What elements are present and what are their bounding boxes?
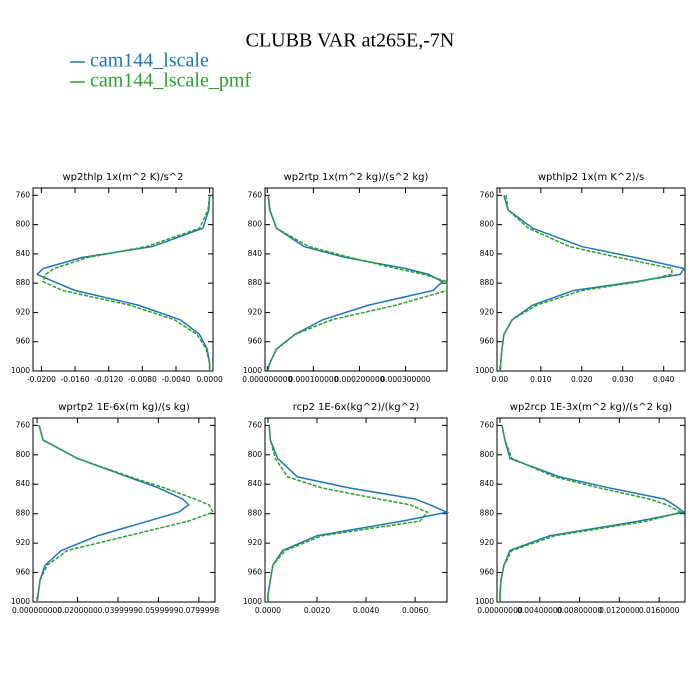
panel-title: wp2rtp 1x(m^2 kg)/(s^2 kg) <box>284 172 429 183</box>
x-tick-label: 0.000100000 <box>288 375 338 384</box>
y-tick-label: 800 <box>16 450 31 459</box>
x-tick-label: 0.0200000 <box>57 606 98 615</box>
y-tick-label: 760 <box>480 420 495 429</box>
y-tick-label: 920 <box>16 307 31 316</box>
x-tick-label: 0.0060 <box>402 606 428 615</box>
series-line <box>267 195 448 372</box>
figure-title: CLUBB VAR at265E,-7N <box>246 30 455 52</box>
y-tick-label: 1000 <box>475 597 494 606</box>
y-tick-label: 880 <box>248 509 263 518</box>
x-tick-label: 0.000200000 <box>334 375 384 384</box>
x-tick-label: 0.0160000 <box>639 606 680 615</box>
y-tick-label: 840 <box>16 249 31 258</box>
y-tick-label: 960 <box>16 337 31 346</box>
y-tick-label: 760 <box>16 420 31 429</box>
y-tick-label: 1000 <box>11 597 30 606</box>
series-line <box>267 425 429 602</box>
y-tick-label: 880 <box>480 278 495 287</box>
y-tick-label: 880 <box>16 278 31 287</box>
y-tick-label: 800 <box>480 220 495 229</box>
y-tick-label: 960 <box>248 568 263 577</box>
panel-title: rcp2 1E-6x(kg^2)/(kg^2) <box>293 402 420 413</box>
series-line <box>36 425 215 603</box>
y-tick-label: 920 <box>16 538 31 547</box>
series-line <box>499 425 684 602</box>
y-tick-label: 800 <box>16 220 31 229</box>
y-tick-label: 760 <box>16 190 31 199</box>
y-tick-label: 1000 <box>243 366 262 375</box>
panel-title: wpthlp2 1x(m K^2)/s <box>538 172 644 183</box>
y-tick-label: 800 <box>248 220 263 229</box>
x-tick-label: 0.0020 <box>304 606 330 615</box>
x-tick-label: 0.030 <box>612 375 634 384</box>
x-tick-label: -0.0160 <box>61 375 90 384</box>
plot-frame <box>32 187 214 372</box>
y-tick-label: 760 <box>480 190 495 199</box>
plot-frame <box>264 187 448 372</box>
x-tick-label: 0.000300000 <box>380 375 430 384</box>
x-tick-label: 0.00 <box>492 375 509 384</box>
y-tick-label: 760 <box>248 190 263 199</box>
y-tick-label: 920 <box>480 307 495 316</box>
y-tick-label: 840 <box>248 249 263 258</box>
panel-title: wp2rcp 1E-3x(m^2 kg)/(s^2 kg) <box>510 402 673 413</box>
y-tick-label: 880 <box>480 509 495 518</box>
legend-label: cam144_lscale_pmf <box>90 70 251 92</box>
x-tick-label: 0.0799998 <box>179 606 220 615</box>
y-tick-label: 800 <box>248 450 263 459</box>
plot-frame <box>32 417 216 603</box>
x-tick-label: 0.000000000 <box>242 375 292 384</box>
x-tick-label: 0.0040 <box>353 606 379 615</box>
x-tick-label: -0.0040 <box>162 375 191 384</box>
y-tick-label: 920 <box>248 307 263 316</box>
y-tick-label: 920 <box>248 538 263 547</box>
y-tick-label: 960 <box>480 337 495 346</box>
x-tick-label: 0.0000 <box>255 606 281 615</box>
x-tick-label: 0.0599999 <box>138 606 179 615</box>
y-tick-label: 880 <box>16 509 31 518</box>
y-tick-label: 1000 <box>11 366 30 375</box>
x-tick-label: 0.010 <box>530 375 552 384</box>
x-tick-label: 0.00400000 <box>517 606 563 615</box>
x-tick-label: -0.0080 <box>128 375 157 384</box>
series-line <box>499 195 673 372</box>
x-tick-label: 0.0399999 <box>98 606 139 615</box>
y-tick-label: 840 <box>248 479 263 488</box>
y-tick-label: 1000 <box>243 597 262 606</box>
y-tick-label: 760 <box>248 420 263 429</box>
legend-label: cam144_lscale <box>90 50 209 72</box>
x-tick-label: 0.00800000 <box>557 606 603 615</box>
y-tick-label: 880 <box>248 278 263 287</box>
x-tick-label: 0.000000000 <box>12 606 62 615</box>
y-tick-label: 840 <box>480 479 495 488</box>
panel-title: wp2thlp 1x(m^2 K)/s^2 <box>62 172 183 183</box>
y-tick-label: 840 <box>16 479 31 488</box>
y-tick-label: 840 <box>480 249 495 258</box>
plot-frame <box>496 187 686 372</box>
series-line <box>35 195 211 371</box>
y-tick-label: 960 <box>480 568 495 577</box>
x-tick-label: 0.040 <box>653 375 675 384</box>
panel-title: wprtp2 1E-6x(m kg)/(s kg) <box>58 402 190 413</box>
y-tick-label: 920 <box>480 538 495 547</box>
x-tick-label: -0.0200 <box>27 375 56 384</box>
x-tick-label: 0.0000 <box>197 375 223 384</box>
plot-frame <box>264 417 448 603</box>
x-tick-label: -0.0120 <box>94 375 123 384</box>
x-tick-label: 0.0120000 <box>599 606 640 615</box>
y-tick-label: 800 <box>480 450 495 459</box>
plot-frame <box>496 417 686 603</box>
x-tick-label: 0.00000000 <box>477 606 523 615</box>
y-tick-label: 1000 <box>475 366 494 375</box>
y-tick-label: 960 <box>248 337 263 346</box>
x-tick-label: 0.020 <box>571 375 593 384</box>
series-line <box>42 195 211 371</box>
y-tick-label: 960 <box>16 568 31 577</box>
